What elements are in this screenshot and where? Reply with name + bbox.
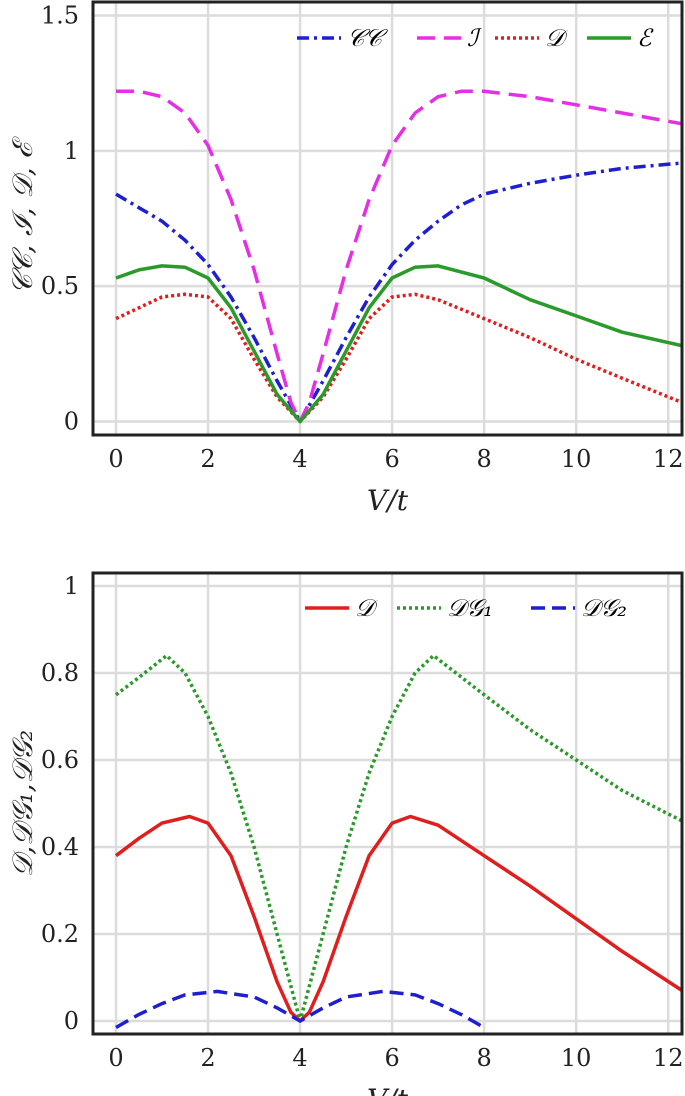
series-group xyxy=(114,653,682,1030)
series-line-1 xyxy=(114,653,682,1023)
y-tick-label: 1.5 xyxy=(41,2,79,30)
legend-label-2: 𝒟 xyxy=(545,24,569,52)
legend: 𝒟 𝒟𝒢₁ 𝒟𝒢₂ xyxy=(305,594,627,622)
y-tick-label: 0.8 xyxy=(41,659,79,687)
series-line-0 xyxy=(114,814,682,1023)
grid xyxy=(93,573,682,1034)
x-tick-label: 8 xyxy=(476,1044,491,1072)
x-tick-label: 12 xyxy=(653,445,684,473)
y-axis-label: 𝒞𝒞, ℐ, 𝒟, ℰ xyxy=(6,135,39,294)
x-tick-label: 4 xyxy=(292,1044,307,1072)
y-tick-label: 0.6 xyxy=(41,746,79,774)
legend-label-0: 𝒞𝒞 xyxy=(347,24,388,52)
series-line-1 xyxy=(116,89,682,424)
series-line-3 xyxy=(115,264,682,424)
y-tick-label: 0.5 xyxy=(41,272,79,300)
x-tick-label: 10 xyxy=(561,445,592,473)
y-tick-labels: 0 0.2 0.4 0.6 0.8 1 xyxy=(41,572,79,1035)
legend: 𝒞𝒞 ℐ 𝒟 ℰ xyxy=(297,24,654,52)
x-tick-label: 6 xyxy=(384,445,399,473)
legend-label-1: 𝒟𝒢₁ xyxy=(447,594,493,622)
legend-label-1: ℐ xyxy=(467,24,482,52)
x-tick-labels: 0 2 4 6 8 10 12 xyxy=(108,1044,683,1072)
y-tick-label: 0.2 xyxy=(41,920,79,948)
y-axis-label: 𝒟,𝒟𝒢₁,𝒟𝒢₂ xyxy=(6,730,39,877)
series-line-2 xyxy=(115,292,682,424)
top-chart: 0 2 4 6 8 10 12 0 0.5 1 1.5 V/t 𝒞𝒞, ℐ, 𝒟, ℰ 𝒞𝒞 ℐ 𝒟 ℰ xyxy=(6,0,684,517)
legend-label-2: 𝒟𝒢₂ xyxy=(581,594,627,622)
x-tick-label: 12 xyxy=(653,1044,684,1072)
y-tick-label: 1 xyxy=(64,137,79,165)
y-tick-label: 0.4 xyxy=(41,833,79,861)
x-tick-label: 2 xyxy=(200,445,215,473)
grid xyxy=(93,2,682,435)
y-tick-label: 0 xyxy=(64,407,79,435)
legend-label-3: ℰ xyxy=(637,24,654,52)
x-tick-label: 2 xyxy=(200,1044,215,1072)
plot-frame xyxy=(91,571,684,1036)
x-tick-label: 10 xyxy=(561,1044,592,1072)
series-line-0 xyxy=(115,161,682,424)
legend-label-0: 𝒟 xyxy=(355,594,379,622)
plot-frame xyxy=(91,0,684,437)
y-tick-labels: 0 0.5 1 1.5 xyxy=(41,2,79,436)
bottom-chart: 02468101200.20.40.60.81V/t𝒟,𝒟𝒢₁,𝒟𝒢₂𝒟𝒟𝒢₁𝒟… xyxy=(6,571,684,1096)
x-tick-label: 0 xyxy=(108,445,123,473)
x-axis-label: V/t xyxy=(367,1083,409,1096)
x-tick-label: 8 xyxy=(476,445,491,473)
series-line-2 xyxy=(115,989,485,1030)
x-tick-label: 6 xyxy=(384,1044,399,1072)
series-group xyxy=(115,89,682,424)
x-tick-label: 0 xyxy=(108,1044,123,1072)
x-axis-label: V/t xyxy=(367,484,409,517)
x-tick-labels: 0 2 4 6 8 10 12 xyxy=(108,445,683,473)
y-tick-label: 1 xyxy=(64,572,79,600)
y-tick-label: 0 xyxy=(64,1007,79,1035)
x-tick-label: 4 xyxy=(292,445,307,473)
